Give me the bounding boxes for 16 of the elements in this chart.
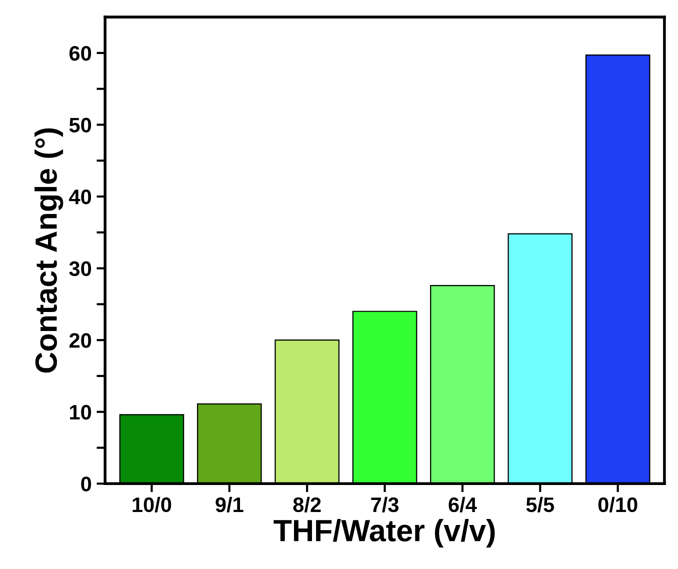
x-tick-label: 5/5 xyxy=(526,496,554,512)
y-tick-label: 50 xyxy=(69,118,92,132)
y-tick-label: 20 xyxy=(69,333,92,348)
y-axis-title: Contact Angle (°) xyxy=(34,128,64,373)
y-tick-label: 30 xyxy=(69,261,92,276)
x-tick-label: 9/1 xyxy=(216,496,244,512)
x-tick-label: 7/3 xyxy=(371,496,398,512)
x-tick-label: 6/4 xyxy=(448,496,477,512)
y-tick-label: 60 xyxy=(69,46,92,61)
y-tick-label: 0 xyxy=(81,476,92,492)
y-tick-label: 40 xyxy=(69,190,92,204)
x-tick-label: 8/2 xyxy=(293,496,321,512)
y-tick-label: 10 xyxy=(70,404,92,420)
x-tick-label: 0/10 xyxy=(598,496,638,512)
x-tick-label: 10/0 xyxy=(132,496,172,512)
x-axis-title: THF/Water (v/v) xyxy=(274,519,495,548)
